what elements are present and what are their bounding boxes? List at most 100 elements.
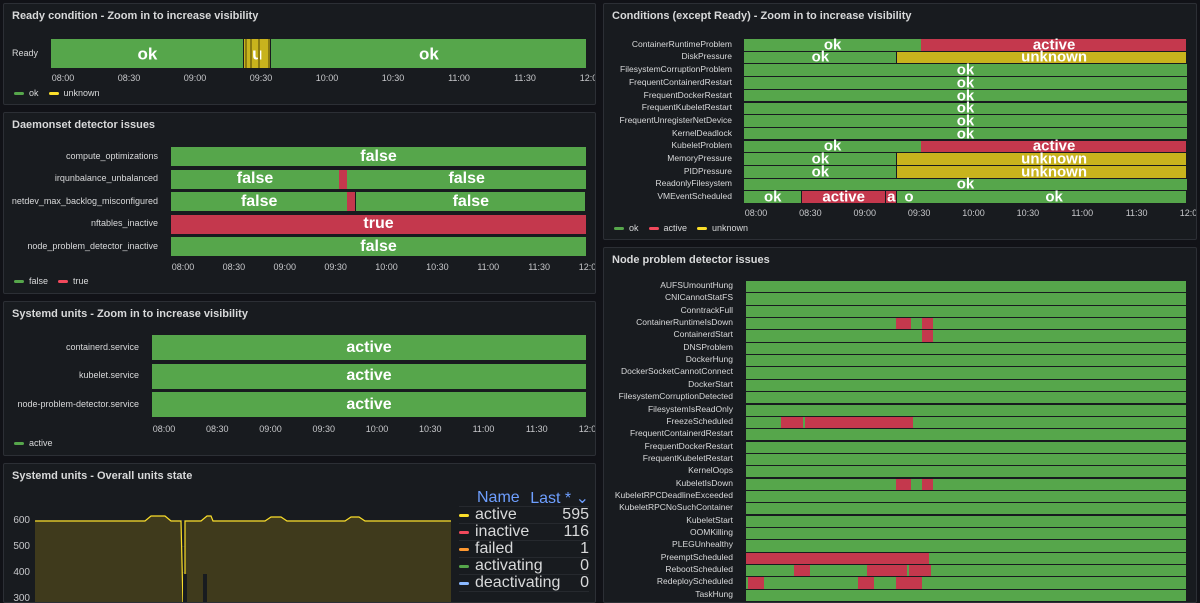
panel-title[interactable]: Systemd units - Overall units state (12, 470, 193, 482)
legend-item[interactable]: active (14, 438, 53, 448)
state-segment[interactable] (746, 318, 1186, 330)
state-segment[interactable] (746, 528, 1186, 540)
state-segment[interactable] (744, 51, 897, 64)
state-segment[interactable] (921, 51, 1187, 64)
problem-segment[interactable] (746, 552, 929, 564)
state-segment[interactable] (746, 281, 1186, 293)
problem-segment[interactable] (908, 565, 931, 577)
state-segment[interactable] (746, 416, 1186, 429)
state-segment[interactable] (746, 305, 1186, 317)
legend-table-row[interactable]: active 595 (459, 506, 589, 524)
state-segment[interactable] (339, 169, 347, 189)
state-segment[interactable] (746, 404, 1186, 416)
state-segment[interactable] (355, 192, 586, 211)
state-segment[interactable] (744, 64, 1187, 76)
problem-segment[interactable] (895, 478, 911, 490)
state-segment[interactable] (801, 191, 886, 203)
state-segment[interactable] (744, 89, 1187, 102)
state-segment[interactable] (921, 191, 1187, 203)
state-segment[interactable] (744, 153, 897, 165)
legend-item[interactable]: false (14, 276, 48, 286)
state-segment[interactable] (746, 429, 1186, 441)
state-segment[interactable] (152, 392, 586, 417)
state-segment[interactable] (921, 39, 1187, 51)
problem-segment[interactable] (794, 565, 810, 577)
state-segment[interactable] (746, 478, 1186, 490)
state-segment[interactable] (152, 363, 586, 389)
state-segment[interactable] (746, 552, 1186, 564)
legend-item[interactable]: unknown (48, 88, 100, 98)
state-segment[interactable] (744, 140, 921, 153)
problem-segment[interactable] (922, 318, 933, 330)
problem-segment[interactable] (895, 577, 922, 589)
legend-item[interactable]: active (648, 223, 687, 233)
legend-table-row[interactable]: activating 0 (459, 557, 589, 575)
panel-title[interactable]: Daemonset detector issues (12, 119, 156, 131)
problem-segment[interactable] (895, 318, 911, 330)
legend-item[interactable]: ok (614, 223, 639, 233)
state-segment[interactable] (885, 191, 897, 203)
state-segment[interactable] (746, 466, 1186, 478)
problem-segment[interactable] (867, 565, 907, 577)
state-segment[interactable] (746, 330, 1186, 342)
problem-segment[interactable] (805, 416, 914, 429)
problem-segment[interactable] (922, 478, 933, 490)
state-segment[interactable] (921, 166, 1187, 178)
state-segment[interactable] (744, 102, 1187, 114)
state-segment[interactable] (746, 293, 1186, 305)
problem-segment[interactable] (748, 577, 764, 589)
state-segment[interactable] (51, 39, 244, 68)
state-segment[interactable] (896, 51, 921, 64)
state-segment[interactable] (746, 589, 1186, 601)
state-segment[interactable] (152, 335, 586, 360)
state-segment[interactable] (347, 169, 586, 189)
state-segment[interactable] (896, 166, 921, 178)
state-segment[interactable] (746, 503, 1186, 515)
problem-segment[interactable] (781, 416, 804, 429)
legend-table-row[interactable]: deactivating 0 (459, 574, 589, 592)
state-segment[interactable] (746, 342, 1186, 354)
state-segment[interactable] (171, 214, 586, 234)
state-segment[interactable] (746, 453, 1186, 466)
state-segment[interactable] (171, 147, 586, 166)
panel-title[interactable]: Node problem detector issues (612, 254, 770, 266)
state-segment[interactable] (746, 355, 1186, 367)
problem-segment[interactable] (922, 330, 933, 342)
state-segment[interactable] (744, 191, 802, 203)
state-segment[interactable] (896, 153, 921, 165)
state-segment[interactable] (746, 441, 1186, 453)
legend-header-last[interactable]: Last * ⌄ (529, 488, 589, 508)
panel-title[interactable]: Systemd units - Zoom in to increase visi… (12, 308, 248, 320)
state-segment[interactable] (746, 515, 1186, 527)
legend-header-name[interactable]: Name (477, 489, 520, 506)
problem-segment[interactable] (858, 577, 874, 589)
state-segment[interactable] (896, 191, 921, 203)
state-segment[interactable] (744, 166, 897, 178)
legend-item[interactable]: unknown (697, 223, 748, 233)
state-segment[interactable] (746, 490, 1186, 503)
state-segment[interactable] (746, 392, 1186, 404)
state-segment[interactable] (746, 367, 1186, 379)
state-segment[interactable] (746, 565, 1186, 577)
state-segment[interactable] (746, 540, 1186, 552)
state-segment[interactable] (746, 379, 1186, 391)
legend-item[interactable]: ok (14, 88, 39, 98)
state-segment[interactable] (171, 192, 347, 211)
state-segment[interactable] (243, 39, 271, 68)
panel-title[interactable]: Conditions (except Ready) - Zoom in to i… (612, 10, 912, 22)
state-segment[interactable] (921, 153, 1187, 165)
legend-table-row[interactable]: failed 1 (459, 540, 589, 558)
state-segment[interactable] (744, 115, 1187, 127)
legend-item[interactable]: true (58, 276, 89, 286)
state-segment[interactable] (921, 140, 1187, 153)
state-segment[interactable] (171, 169, 339, 189)
panel-title[interactable]: Ready condition - Zoom in to increase vi… (12, 10, 259, 22)
state-segment[interactable] (744, 127, 1187, 140)
legend-table-row[interactable]: inactive 116 (459, 523, 589, 541)
state-segment[interactable] (744, 39, 921, 51)
state-segment[interactable] (744, 178, 1187, 191)
state-segment[interactable] (270, 39, 587, 68)
state-segment[interactable] (744, 77, 1187, 89)
state-segment[interactable] (347, 192, 356, 211)
state-segment[interactable] (746, 577, 1186, 589)
